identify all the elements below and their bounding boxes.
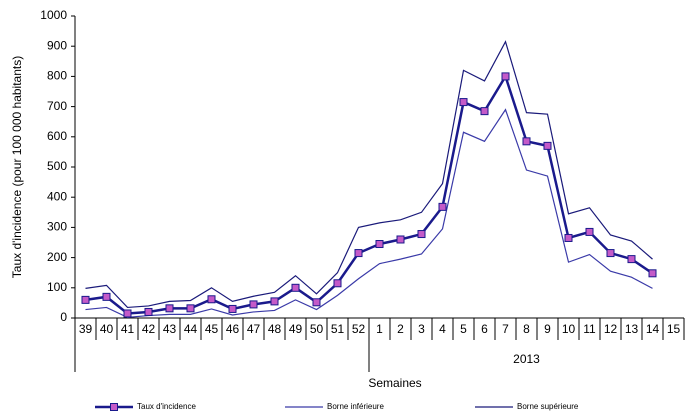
x-tick-label: 8 <box>523 322 530 336</box>
x-tick-label: 45 <box>205 322 219 336</box>
series-line <box>85 108 653 319</box>
x-tick-label: 11 <box>583 322 596 336</box>
data-point <box>459 98 468 107</box>
x-tick-label: 9 <box>544 322 551 336</box>
data-point <box>606 249 615 258</box>
x-axis-title: Semaines <box>368 376 421 390</box>
data-point <box>375 240 384 249</box>
data-point <box>333 279 342 288</box>
x-tick-label: 39 <box>79 322 93 336</box>
y-tick-label: 0 <box>60 310 67 324</box>
y-tick-label: 100 <box>47 280 67 294</box>
x-tick-label: 44 <box>184 322 198 336</box>
data-point <box>81 295 90 304</box>
x-tick-label: 4 <box>439 322 446 336</box>
data-point <box>270 297 279 306</box>
data-point <box>228 304 237 313</box>
x-tick-label: 14 <box>646 322 660 336</box>
data-point <box>417 230 426 239</box>
y-tick-label: 300 <box>47 220 67 234</box>
data-point <box>207 295 216 304</box>
x-tick-label: 1 <box>376 322 383 336</box>
data-point <box>480 107 489 116</box>
x-tick-label: 3 <box>418 322 425 336</box>
y-tick-label: 700 <box>47 99 67 113</box>
y-tick-label: 800 <box>47 69 67 83</box>
x-tick-label: 52 <box>352 322 366 336</box>
data-point <box>123 309 132 318</box>
y-tick-label: 900 <box>47 38 67 52</box>
legend-label: Borne supérieure <box>517 402 579 411</box>
x-tick-label: 48 <box>268 322 282 336</box>
data-point <box>627 255 636 264</box>
series-line <box>85 40 653 309</box>
legend-label: Borne inférieure <box>327 402 384 411</box>
data-point <box>102 292 111 301</box>
data-point <box>648 269 657 278</box>
x-tick-label: 15 <box>667 322 681 336</box>
y-tick-label: 200 <box>47 250 67 264</box>
data-point <box>522 137 531 146</box>
x-tick-label: 41 <box>121 322 135 336</box>
data-point <box>144 307 153 316</box>
legend-marker <box>110 403 118 411</box>
x-tick-label: 50 <box>310 322 324 336</box>
x-group-label: 2013 <box>513 352 540 366</box>
data-point <box>438 202 447 211</box>
legend-label: Taux d'incidence <box>137 402 196 411</box>
x-tick-label: 7 <box>502 322 509 336</box>
data-point <box>396 235 405 244</box>
data-point <box>354 249 363 258</box>
data-point <box>249 300 258 309</box>
data-point <box>165 304 174 313</box>
data-point <box>312 298 321 307</box>
data-point <box>186 304 195 313</box>
y-tick-label: 500 <box>47 159 67 173</box>
x-tick-label: 51 <box>331 322 345 336</box>
y-tick-label: 1000 <box>40 8 67 22</box>
data-point <box>291 283 300 292</box>
data-point <box>585 227 594 236</box>
x-tick-label: 49 <box>289 322 303 336</box>
x-tick-label: 13 <box>625 322 639 336</box>
x-tick-label: 2 <box>397 322 404 336</box>
data-point <box>564 233 573 242</box>
x-tick-label: 40 <box>100 322 114 336</box>
x-tick-label: 5 <box>460 322 467 336</box>
x-tick-label: 47 <box>247 322 261 336</box>
series-line <box>85 73 654 315</box>
y-tick-label: 400 <box>47 189 67 203</box>
x-tick-label: 43 <box>163 322 177 336</box>
x-tick-label: 12 <box>604 322 618 336</box>
data-point <box>501 72 510 81</box>
data-point <box>543 141 552 150</box>
x-tick-label: 46 <box>226 322 240 336</box>
x-tick-label: 42 <box>142 322 156 336</box>
x-tick-label: 10 <box>562 322 576 336</box>
y-tick-label: 600 <box>47 129 67 143</box>
y-axis-title: Taux d'incidence (pour 100 000 habitants… <box>10 56 24 278</box>
x-tick-label: 6 <box>481 322 488 336</box>
